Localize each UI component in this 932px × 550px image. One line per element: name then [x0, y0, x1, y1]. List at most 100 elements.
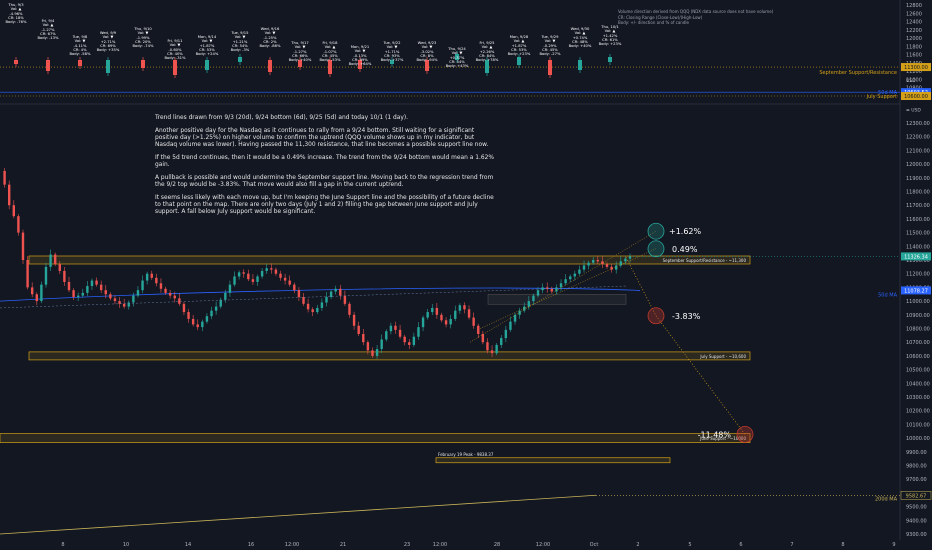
daily-stat-body: Body: -58%: [69, 52, 91, 57]
price-candle: [187, 312, 190, 319]
support-band-label: February 19 Peak - 9838.37: [438, 452, 494, 457]
y-tick-label: 10600.00: [906, 354, 930, 360]
daily-stat-cr: CR: 45%: [542, 47, 558, 52]
ma50-line: [0, 287, 641, 302]
price-candle: [504, 329, 508, 339]
price-candle: [279, 273, 282, 278]
daily-stat-vol: Vol: ▲: [604, 29, 616, 34]
daily-stat-chg: +1.21%: [232, 39, 248, 44]
price-candle: [306, 303, 310, 310]
daily-stat-chg: -1.27%: [41, 27, 55, 32]
daily-stat-cr: CR: 4%: [73, 47, 87, 52]
price-candle: [454, 310, 457, 319]
daily-stat-chg: +1.71%: [384, 49, 400, 54]
daily-stat-vol: Vol: ▼: [354, 49, 366, 54]
indicator-note-line: Body: +/- direction and % of candle: [618, 20, 689, 25]
day-candle: [106, 60, 110, 73]
daily-stat-body: Body: +64%: [348, 62, 372, 67]
daily-stat-box: Wed, 9/9 Vol: ▼ +2.71% CR: 69% Body: +35%: [90, 31, 126, 52]
day-candle: [328, 60, 332, 74]
price-candle: [274, 269, 278, 274]
price-candle: [270, 268, 273, 270]
trend-line-924: [469, 231, 657, 343]
y-tick-label: 10500.00: [906, 368, 930, 374]
price-candle: [150, 273, 153, 278]
price-candle: [513, 314, 517, 322]
y-tick-label: 11900.00: [906, 176, 930, 182]
y-tick-label: 11000.00: [906, 299, 930, 305]
price-candle: [619, 261, 623, 266]
daily-stat-box: Thu, 9/10 Vol: ▼ -1.99% CR: 20% Body: -74%: [125, 27, 161, 48]
price-candle: [541, 287, 544, 291]
price-candle: [587, 262, 590, 266]
daily-stat-chg: -4.96%: [9, 11, 23, 16]
price-candle: [596, 260, 600, 262]
price-candle: [527, 301, 531, 307]
price-candle: [173, 295, 176, 299]
daily-stat-chg: +2.26%: [479, 49, 495, 54]
day-candle: [141, 60, 145, 68]
indicator-note: Volume direction derived from QQQ (NDX d…: [618, 9, 788, 26]
projection-up-1-62-circle: [647, 222, 665, 240]
price-candle: [214, 306, 218, 311]
daily-stat-box: Fri, 9/4 Vol: ▲ -1.27% CR: 67% Body: -13%: [30, 19, 66, 40]
price-candle: [247, 273, 250, 280]
price-candle: [297, 290, 301, 297]
upper-y-tick-label: 11600: [906, 53, 922, 59]
day-candle: [425, 60, 429, 71]
price-candle: [196, 324, 199, 328]
upper-july-tag: 10600.00: [904, 94, 928, 100]
price-candle: [569, 276, 572, 280]
projection-up-0-49-circle: [647, 240, 665, 258]
price-candle: [293, 284, 296, 291]
price-candle: [260, 270, 264, 277]
daily-stat-body: Body: +23%: [507, 52, 531, 57]
daily-stat-body: Body: +37%: [380, 58, 404, 63]
daily-stat-vol: Vol: ▲: [481, 45, 493, 50]
daily-stat-cr: CR: 20%: [135, 39, 151, 44]
daily-stat-body: Body: -3%: [230, 48, 250, 53]
daily-stat-body: Body: -13%: [37, 36, 59, 41]
price-candle: [210, 310, 213, 317]
y-tick-label: 12000.00: [906, 162, 930, 168]
price-candle: [17, 216, 20, 233]
upper-y-tick-label: 11800: [906, 44, 922, 50]
daily-stat-cr: CR: 54%: [449, 59, 465, 64]
price-candle: [136, 290, 140, 296]
ma50-tag: 11078.27: [904, 288, 928, 294]
price-candle: [592, 260, 595, 263]
daily-stat-body: Body: +24%: [195, 52, 219, 57]
daily-stat-d: Mon, 9/14: [197, 35, 217, 39]
price-candle: [219, 299, 222, 307]
daily-stat-d: Fri, 9/18: [322, 41, 338, 45]
daily-stat-cr: CR: 40%: [167, 51, 183, 56]
price-candle: [122, 303, 126, 307]
daily-stat-d: Thu, 10/1: [601, 25, 619, 29]
indicator-note-line: CR: Closing Range (Close-Low)/(High-Low): [618, 14, 703, 20]
daily-stat-box: Thu, 9/3 Vol: ▲ -4.96% CR: 18% Body: -76%: [0, 3, 34, 24]
day-candle: [517, 57, 521, 65]
day-candle: [78, 60, 82, 66]
daily-stat-box: Tue, 9/15 Vol: ▼ +1.21% CR: 54% Body: -3%: [222, 31, 258, 52]
x-tick-label: 23: [404, 542, 410, 548]
price-candle: [191, 318, 195, 325]
price-candle: [352, 314, 356, 326]
y-tick-label: 9500.00: [906, 505, 927, 511]
daily-stat-cr: CR: 66%: [292, 53, 308, 58]
y-tick-label: 9800.00: [906, 464, 927, 470]
daily-stat-box: Wed, 9/23 Vol: ▼ -3.02% CR: 8% Body: -94%: [409, 41, 445, 62]
indicator-note-line: Volume direction derived from QQQ (NDX d…: [618, 9, 774, 14]
daily-stat-d: Tue, 9/15: [231, 31, 249, 35]
upper-price-tag-bg: [901, 63, 931, 72]
daily-stat-chg: +1.87%: [199, 43, 215, 48]
day-candle: [548, 60, 552, 75]
daily-stat-body: Body: +35%: [96, 48, 120, 53]
daily-stat-chg: -0.60%: [168, 47, 182, 52]
daily-stat-cr: CR: 53%: [199, 47, 215, 52]
y-tick-label: 10800.00: [906, 327, 930, 333]
price-candle: [182, 303, 186, 313]
pullback-path: [625, 257, 657, 316]
daily-stat-box: Tue, 9/22 Vol: ▼ +1.71% CR: 93% Body: +37%: [374, 41, 410, 62]
y-tick-label: 11600.00: [906, 217, 930, 223]
